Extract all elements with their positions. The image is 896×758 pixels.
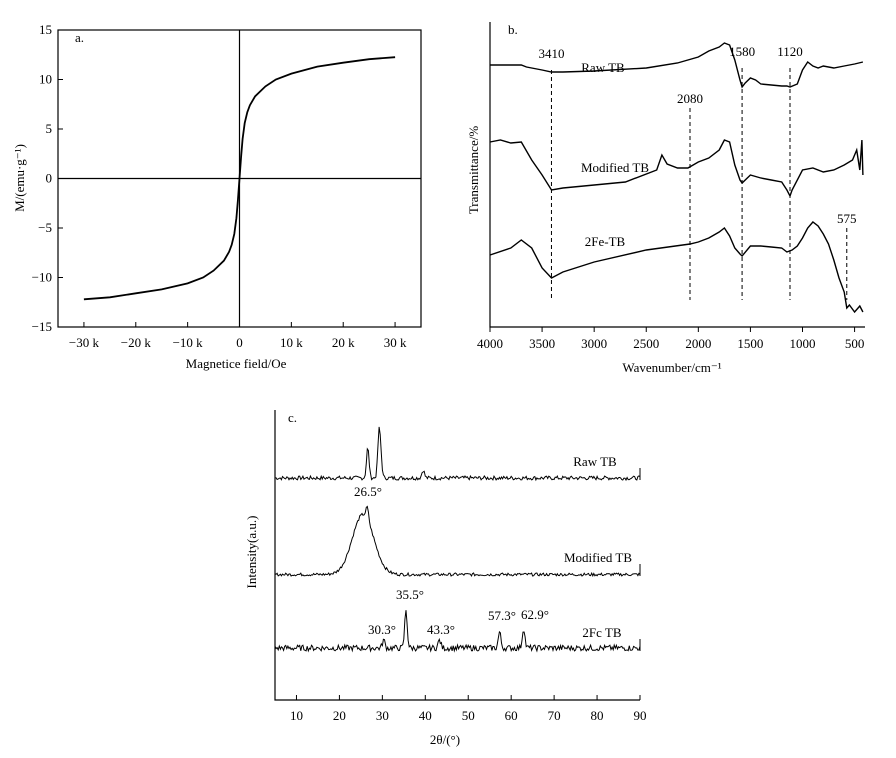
panel-a-ylabel: M/(emu·g⁻¹) [12, 144, 27, 212]
panel-c-xtick-label: 90 [634, 708, 647, 723]
panel-c-label: c. [288, 410, 297, 425]
panel-c-xtick-label: 30 [376, 708, 389, 723]
panel-c-ylabel: Intensity(a.u.) [244, 516, 259, 589]
panel-c-xtick-label: 50 [462, 708, 475, 723]
panel-c-series-label: Modified TB [564, 550, 632, 565]
panel-c-series-line [274, 505, 641, 578]
panel-b-peak-label: 2080 [677, 91, 703, 106]
panel-a-xtick-label: −30 k [69, 335, 100, 350]
panel-c-axes: 10 20 30 40 50 60 70 80 90 Raw TB Modified TB 2Fc T… [274, 426, 647, 723]
panel-c-xtick-label: 10 [290, 708, 303, 723]
panel-c-series-label: Raw TB [573, 454, 617, 469]
panel-c-series-label: 2Fc TB [582, 625, 621, 640]
panel-c-series-line [274, 610, 641, 653]
panel-a-xtick-label: 10 k [280, 335, 303, 350]
panel-c-peak-label: 62.9° [521, 607, 549, 622]
panel-c: c. 10 20 30 40 50 60 70 80 90 Raw TB Modified TB 2F… [244, 410, 647, 747]
panel-c-xtick-label: 40 [419, 708, 432, 723]
panel-b-xtick-label: 3000 [581, 336, 607, 351]
panel-a-xtick-label: −10 k [173, 335, 204, 350]
panel-c-frame [274, 410, 640, 701]
panel-c-xtick-label: 70 [548, 708, 561, 723]
panel-b-frame [489, 22, 865, 328]
panel-c-peak-label: 57.3° [488, 608, 516, 623]
panel-c-xtick-label: 80 [591, 708, 604, 723]
panel-b-series-line [490, 42, 864, 89]
panel-b-peak-label: 575 [837, 211, 857, 226]
panel-b-series-label: 2Fe-TB [585, 234, 626, 249]
panel-a-hysteresis-curve [83, 56, 396, 301]
panel-b-xtick-label: 2500 [633, 336, 659, 351]
panel-a-ytick-label: −15 [32, 319, 52, 334]
panel-b-series-label: Raw TB [581, 60, 625, 75]
panel-c-peak-label: 35.5° [396, 587, 424, 602]
panel-a-ytick-label: 15 [39, 22, 52, 37]
panel-b-xtick-label: 2000 [685, 336, 711, 351]
panel-b-label: b. [508, 22, 518, 37]
panel-b-peak-label: 1580 [729, 44, 755, 59]
panel-c-peak-label: 43.3° [427, 622, 455, 637]
panel-a-ytick-label: 10 [39, 72, 52, 87]
panel-b-xlabel: Wavenumber/cm⁻¹ [622, 360, 721, 375]
panel-b-xtick-label: 1000 [790, 336, 816, 351]
panel-a-axes: −15 −10 −5 0 5 10 15 −30 k −20 k −10 k 0 10 k 20 k 30… [32, 22, 421, 350]
panel-b-series-label: Modified TB [581, 160, 649, 175]
panel-c-xtick-label: 20 [333, 708, 346, 723]
panel-b-series-line [489, 221, 864, 314]
panel-b-series-line [489, 139, 864, 198]
panel-a-xlabel: Magnetice field/Oe [186, 356, 287, 371]
panel-a-ytick-label: 0 [46, 171, 53, 186]
panel-b-peak-label: 1120 [777, 44, 803, 59]
panel-a-label: a. [75, 30, 84, 45]
panel-a-ytick-label: 5 [46, 121, 53, 136]
panel-b-xtick-label: 3500 [529, 336, 555, 351]
panel-a: a. −15 −10 −5 0 5 10 15 −30 k −20 k −10 k 0 10 k 20 … [12, 22, 422, 371]
panel-c-xlabel: 2θ/(°) [430, 732, 460, 747]
panel-b-axes: 4000 3500 3000 2500 2000 1500 1000 500 3410 2080 1… [477, 42, 865, 351]
panel-c-series-line [274, 426, 641, 482]
panel-b: b. 4000 3500 3000 2500 2000 1500 1000 500 3410 20… [466, 22, 865, 375]
panel-b-peak-label: 3410 [538, 46, 564, 61]
panel-a-xtick-label: 20 k [332, 335, 355, 350]
panel-a-ytick-label: −10 [32, 270, 52, 285]
panel-a-xtick-label: 30 k [384, 335, 407, 350]
panel-a-xtick-label: −20 k [121, 335, 152, 350]
panel-a-xtick-label: 0 [236, 335, 243, 350]
panel-a-ytick-label: −5 [38, 220, 52, 235]
panel-c-peak-label: 30.3° [368, 622, 396, 637]
panel-b-xtick-label: 1500 [737, 336, 763, 351]
panel-c-xtick-label: 60 [505, 708, 518, 723]
panel-b-xtick-label: 4000 [477, 336, 503, 351]
panel-b-ylabel: Transmittance/% [466, 126, 481, 215]
panel-c-peak-label: 26.5° [354, 484, 382, 499]
panel-b-xtick-label: 500 [845, 336, 865, 351]
